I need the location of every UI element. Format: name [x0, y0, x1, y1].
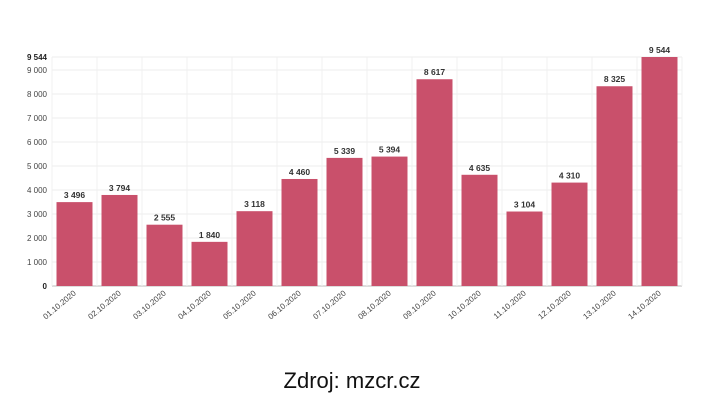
x-tick-label: 01.10.2020	[41, 288, 78, 321]
x-tick-label: 13.10.2020	[581, 288, 618, 321]
x-tick-label: 05.10.2020	[221, 288, 258, 321]
bar	[596, 86, 633, 287]
data-label: 8 325	[604, 74, 626, 84]
bar	[191, 241, 228, 286]
bar	[236, 211, 273, 286]
bar	[326, 157, 363, 286]
bar	[506, 211, 543, 286]
bar	[56, 202, 93, 286]
y-tick-label: 2 000	[27, 234, 48, 243]
data-label: 5 394	[379, 145, 401, 155]
bar	[146, 224, 183, 286]
x-tick-label: 06.10.2020	[266, 288, 303, 321]
y-tick-label: 9 000	[27, 66, 48, 75]
y-tick-label: 8 000	[27, 90, 48, 99]
x-tick-label: 12.10.2020	[536, 288, 573, 321]
data-label: 3 118	[244, 199, 265, 209]
data-label: 4 635	[469, 163, 491, 173]
data-label: 8 617	[424, 67, 446, 77]
x-tick-label: 09.10.2020	[401, 288, 438, 321]
y-tick-label: 4 000	[27, 186, 48, 195]
bar	[416, 79, 453, 287]
data-label: 3 794	[109, 183, 131, 193]
data-label: 1 840	[199, 230, 221, 240]
y-tick-label: 3 000	[27, 210, 48, 219]
data-label: 4 310	[559, 171, 581, 181]
y-tick-label: 1 000	[27, 258, 48, 267]
bar	[551, 182, 588, 286]
y-tick-label: 7 000	[27, 114, 48, 123]
x-tick-label: 02.10.2020	[86, 288, 123, 321]
bar	[461, 174, 498, 286]
x-tick-label: 14.10.2020	[626, 288, 663, 321]
y-tick-label: 0	[43, 282, 48, 291]
y-max-label: 9 544	[27, 53, 48, 62]
data-label: 5 339	[334, 146, 356, 156]
x-tick-label: 07.10.2020	[311, 288, 348, 321]
bar	[641, 57, 678, 286]
x-tick-label: 03.10.2020	[131, 288, 168, 321]
data-label: 9 544	[649, 45, 671, 55]
x-tick-label: 11.10.2020	[492, 288, 528, 321]
y-tick-label: 6 000	[27, 138, 48, 147]
bar	[281, 178, 318, 286]
bar	[371, 156, 408, 286]
x-tick-label: 08.10.2020	[356, 288, 393, 321]
data-label: 4 460	[289, 167, 311, 177]
bar-chart: 0 1 000 2 000 3 000 4 000 5 000 6 000 7 000 8 00…	[27, 45, 683, 321]
x-tick-label: 10.10.2020	[446, 288, 483, 321]
x-tick-label: 04.10.2020	[176, 288, 213, 321]
y-tick-label: 5 000	[27, 162, 48, 171]
data-label: 3 496	[64, 190, 86, 200]
source-caption: Zdroj: mzcr.cz	[283, 368, 421, 393]
data-label: 2 555	[154, 213, 176, 223]
bar	[101, 194, 138, 286]
data-label: 3 104	[514, 200, 536, 210]
